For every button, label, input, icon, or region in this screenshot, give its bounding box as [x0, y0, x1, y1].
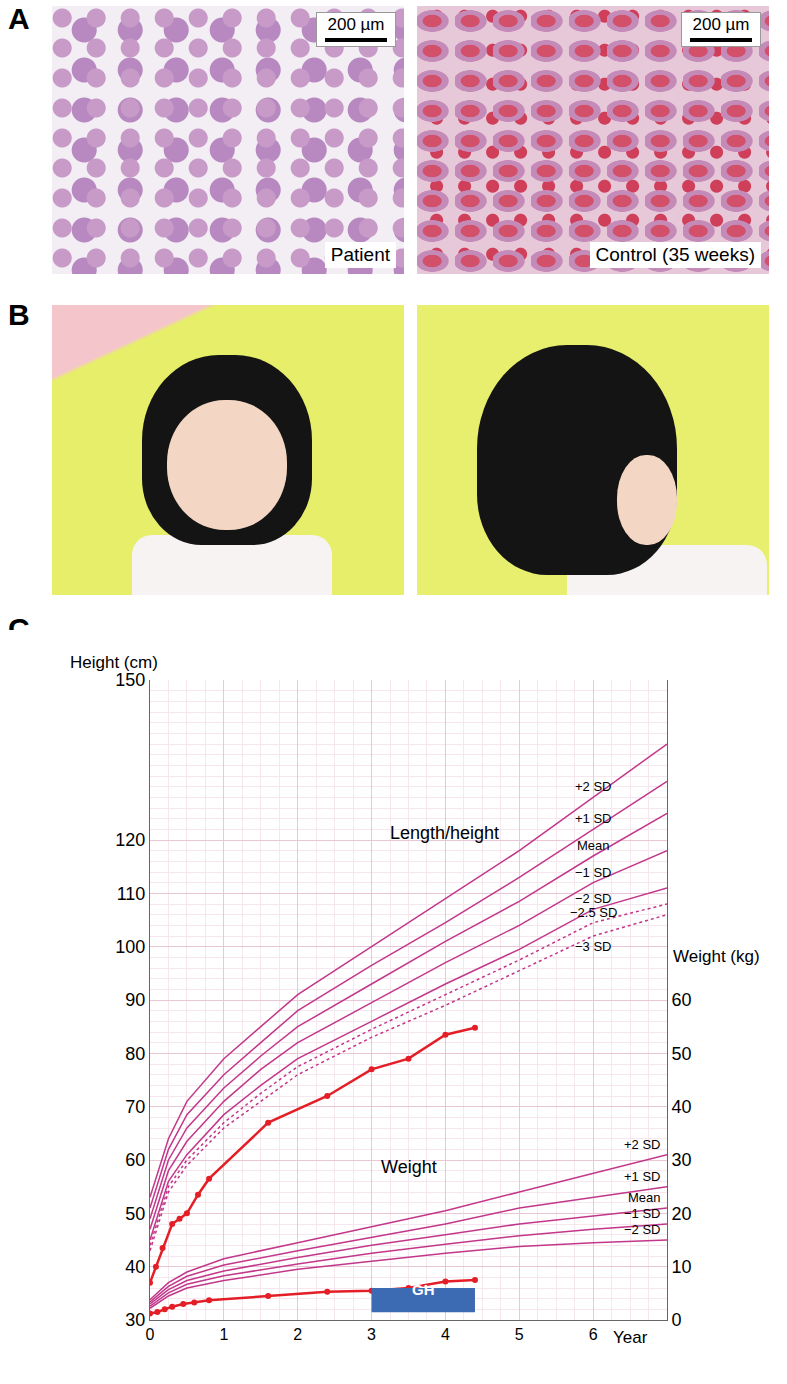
- svg-text:50: 50: [672, 1044, 692, 1064]
- svg-text:110: 110: [117, 884, 146, 904]
- svg-text:Length/height: Length/height: [390, 823, 499, 843]
- svg-text:+1 SD: +1 SD: [575, 811, 612, 826]
- svg-text:Weight (kg): Weight (kg): [673, 947, 760, 966]
- svg-text:30: 30: [672, 1150, 692, 1170]
- html-text:A: A: [8, 2, 30, 35]
- svg-text:60: 60: [672, 990, 692, 1010]
- svg-text:40: 40: [672, 1097, 692, 1117]
- svg-text:80: 80: [125, 1044, 145, 1064]
- svg-text:5: 5: [515, 1326, 524, 1343]
- svg-text:120: 120: [115, 830, 145, 850]
- html-text:200 µm: 200 µm: [327, 15, 385, 34]
- html-text:Patient: Patient: [330, 244, 390, 265]
- svg-text:40: 40: [125, 1257, 145, 1277]
- svg-text:2: 2: [293, 1326, 302, 1343]
- svg-text:Mean: Mean: [577, 838, 610, 853]
- svg-text:−2 SD: −2 SD: [624, 1222, 661, 1237]
- html-text:C: C: [8, 612, 30, 645]
- svg-text:60: 60: [125, 1150, 145, 1170]
- svg-text:Weight: Weight: [381, 1157, 437, 1177]
- svg-text:−3 SD: −3 SD: [575, 939, 612, 954]
- svg-text:0: 0: [672, 1310, 682, 1330]
- svg-text:−2 SD: −2 SD: [575, 891, 612, 906]
- svg-text:Height (cm): Height (cm): [70, 653, 158, 672]
- svg-text:6: 6: [589, 1326, 598, 1343]
- svg-text:0: 0: [146, 1326, 155, 1343]
- html-text:Control (35 weeks): Control (35 weeks): [595, 244, 755, 265]
- svg-text:−2.5 SD: −2.5 SD: [570, 905, 617, 920]
- svg-text:4: 4: [441, 1326, 450, 1343]
- svg-text:3: 3: [367, 1326, 376, 1343]
- svg-text:Year: Year: [613, 1328, 648, 1347]
- svg-text:+2 SD: +2 SD: [624, 1137, 661, 1152]
- svg-text:+1 SD: +1 SD: [624, 1169, 661, 1184]
- svg-text:70: 70: [125, 1097, 145, 1117]
- svg-text:50: 50: [125, 1204, 145, 1224]
- svg-text:30: 30: [125, 1310, 145, 1330]
- svg-text:−1 SD: −1 SD: [624, 1206, 661, 1221]
- svg-text:10: 10: [672, 1257, 692, 1277]
- html-text:200 µm: 200 µm: [692, 15, 750, 34]
- html-text:B: B: [8, 298, 30, 331]
- svg-text:150: 150: [115, 670, 145, 690]
- svg-text:90: 90: [125, 990, 145, 1010]
- svg-text:Mean: Mean: [628, 1190, 661, 1205]
- svg-text:1: 1: [219, 1326, 228, 1343]
- svg-text:20: 20: [672, 1204, 692, 1224]
- svg-text:100: 100: [115, 937, 145, 957]
- svg-text:+2 SD: +2 SD: [575, 779, 612, 794]
- svg-text:−1 SD: −1 SD: [575, 865, 612, 880]
- svg-text:GH: GH: [412, 1281, 435, 1298]
